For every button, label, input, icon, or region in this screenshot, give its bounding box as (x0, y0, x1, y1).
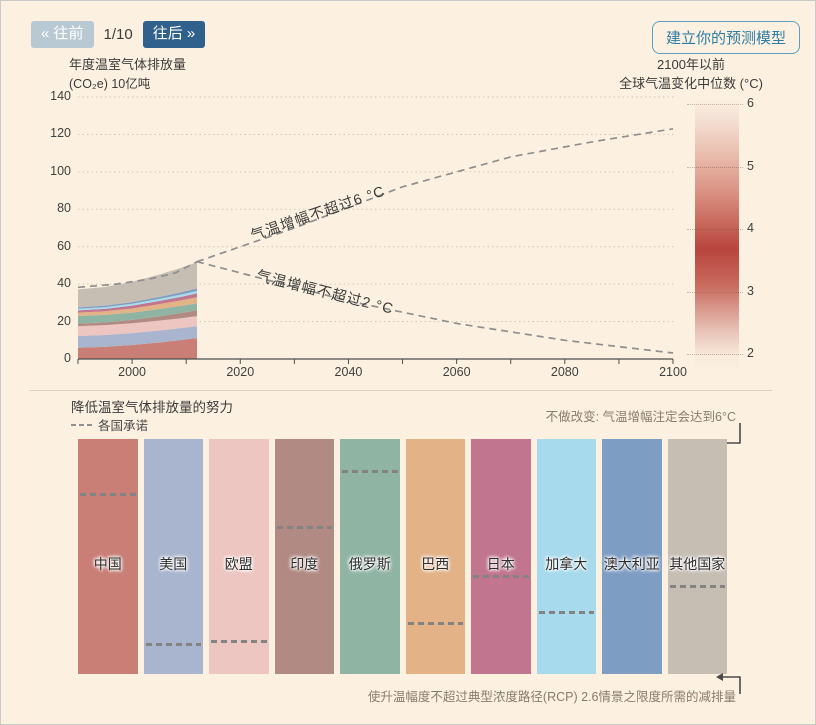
y-tick-label: 100 (50, 163, 71, 178)
commitment-line[interactable] (276, 525, 332, 529)
y-tick-label: 0 (64, 351, 71, 365)
commitment-line[interactable] (145, 643, 201, 647)
temp-tick-label: 6 (747, 96, 754, 110)
country-bar-欧盟[interactable]: 欧盟 (209, 439, 269, 674)
pledge-legend-label: 各国承诺 (98, 419, 149, 433)
temp-tick-line (687, 166, 743, 168)
temp-axis-title: 2100年以前 全球气温变化中位数 (°C) (591, 56, 791, 94)
country-bar-其他国家[interactable]: 其他国家 (667, 439, 727, 674)
temp-tick-label: 3 (747, 283, 754, 298)
y-axis-title-line2: (CO₂e) 10亿吨 (69, 76, 151, 91)
bottom-section-title: 降低温室气体排放量的努力 (71, 400, 233, 415)
country-bar-label: 其他国家 (669, 555, 726, 572)
x-tick-label: 2060 (442, 365, 471, 379)
country-bar-label: 美国 (159, 555, 188, 572)
country-bar-label: 加拿大 (545, 555, 588, 572)
country-bar-印度[interactable]: 印度 (274, 439, 334, 674)
country-bar-日本[interactable]: 日本 (471, 439, 531, 674)
temp-tick-line (687, 291, 743, 293)
y-tick-label: 80 (57, 201, 71, 216)
x-tick-label: 2000 (118, 365, 146, 379)
country-bar-label: 澳大利亚 (603, 555, 660, 572)
commitment-line[interactable] (211, 639, 267, 643)
temp-tick-label: 5 (747, 158, 754, 173)
x-tick-label: 2080 (550, 365, 579, 379)
rcp-arrow-icon (716, 673, 741, 694)
next-step-button[interactable]: 往后 » (142, 21, 206, 48)
x-tick-label: 2020 (226, 365, 255, 379)
y-tick-label: 140 (50, 89, 71, 103)
dashed-line-sample-icon (71, 423, 93, 426)
section-divider (29, 390, 772, 391)
country-bar-加拿大[interactable]: 加拿大 (536, 439, 596, 674)
country-bar-label: 印度 (290, 555, 319, 572)
country-bar-俄罗斯[interactable]: 俄罗斯 (340, 439, 400, 674)
country-bar-美国[interactable]: 美国 (143, 439, 203, 674)
emissions-chart-canvas (77, 96, 676, 364)
temp-tick-label: 2 (747, 346, 754, 360)
prev-step-button[interactable]: « 往前 (31, 21, 94, 48)
country-bar-label: 日本 (486, 555, 515, 572)
temp-tick-label: 4 (747, 221, 754, 235)
temp-tick-line (687, 229, 743, 230)
country-bar-label: 巴西 (421, 555, 450, 572)
commitment-line[interactable] (80, 493, 136, 497)
build-model-button[interactable]: 建立你的预测模型 (651, 21, 800, 54)
pledge-legend: 各国承诺 (71, 415, 148, 434)
country-bar-label: 中国 (93, 555, 122, 572)
emissions-chart: 气温增幅不超过6 °C 气温增幅不超过2 °C 0 20 40 60 80 100 120 1… (1, 1, 815, 401)
y-axis-title-line1: 年度温室气体排放量 (69, 57, 187, 72)
temp-tick-line (687, 104, 743, 105)
y-tick-label: 20 (57, 313, 71, 328)
temp-axis-title-line1: 2100年以前 (657, 57, 725, 72)
x-tick-label: 2100 (659, 365, 687, 379)
country-bar-澳大利亚[interactable]: 澳大利亚 (602, 439, 662, 674)
y-axis-title: 年度温室气体排放量 (CO₂e) 10亿吨 (69, 56, 186, 93)
x-tick-label: 2040 (334, 365, 363, 379)
country-bar-中国[interactable]: 中国 (78, 439, 138, 674)
country-bars: 中国 美国 欧盟 印度 俄罗斯 巴西 日本 加拿大 澳大利亚 其他国家 (78, 439, 727, 674)
rcp-note: 使升温幅度不超过典型浓度路径(RCP) 2.6情景之限度所需的减排量 (367, 690, 736, 704)
temp-tick-line (687, 354, 743, 355)
country-bar-label: 欧盟 (224, 555, 253, 572)
y-tick-label: 60 (57, 238, 71, 253)
commitment-line[interactable] (669, 584, 725, 588)
y-tick-label: 40 (57, 276, 71, 291)
commitment-line[interactable] (407, 622, 463, 626)
y-tick-label: 120 (50, 126, 71, 141)
country-bar-巴西[interactable]: 巴西 (405, 439, 465, 674)
temperature-gradient-bar (695, 98, 739, 373)
commitment-line[interactable] (473, 575, 529, 579)
country-bar-label: 俄罗斯 (348, 555, 391, 572)
commitment-line[interactable] (538, 610, 594, 614)
no-change-note: 不做改变: 气温增幅注定会达到6°C (545, 410, 736, 424)
step-navigation: « 往前 1/10 往后 » (31, 21, 206, 48)
step-indicator: 1/10 (103, 25, 133, 43)
commitment-line[interactable] (342, 469, 398, 473)
temp-axis-title-line2: 全球气温变化中位数 (°C) (619, 75, 763, 91)
